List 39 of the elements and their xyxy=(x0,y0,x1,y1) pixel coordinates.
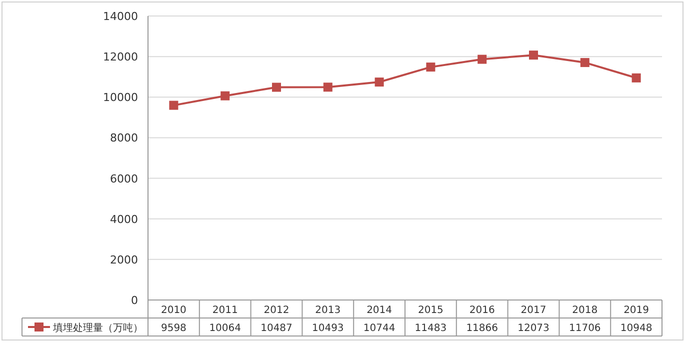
point xyxy=(529,50,538,60)
data-label: 12073 xyxy=(518,323,550,334)
x-tick-label: 2010 xyxy=(160,305,186,316)
data-label: 10493 xyxy=(312,323,344,334)
point xyxy=(632,73,641,82)
y-tick-label: 8000 xyxy=(110,132,138,145)
point xyxy=(272,82,281,92)
x-tick-label: 2019 xyxy=(624,305,650,316)
y-tick-label: 12000 xyxy=(103,50,138,64)
y-tick-label: 14000 xyxy=(103,10,138,23)
x-tick-label: 2018 xyxy=(572,305,598,316)
data-label: 10064 xyxy=(209,323,242,334)
data-label: 11706 xyxy=(568,323,601,334)
x-tick-label: 2015 xyxy=(418,305,444,316)
x-tick-label: 2016 xyxy=(469,305,495,316)
data-label: 10487 xyxy=(260,323,292,334)
x-tick-label: 2014 xyxy=(366,305,392,316)
point xyxy=(580,58,590,68)
y-tick-label: 2000 xyxy=(110,253,138,266)
y-tick-label: 4000 xyxy=(110,212,138,226)
x-tick-label: 2013 xyxy=(315,305,341,316)
point xyxy=(478,54,487,64)
point xyxy=(169,100,178,110)
data-label: 9598 xyxy=(160,323,186,334)
data-label: 10948 xyxy=(620,323,652,334)
legend-label: 填埋处理量（万吨） xyxy=(52,322,143,334)
point xyxy=(426,62,436,72)
x-tick-label: 2012 xyxy=(264,305,290,316)
data-label: 10744 xyxy=(363,323,396,334)
y-tick-label: 10000 xyxy=(103,91,138,104)
x-tick-label: 2011 xyxy=(212,305,238,316)
y-tick-label: 0 xyxy=(131,294,138,307)
data-label: 11483 xyxy=(414,323,447,334)
point xyxy=(374,78,384,87)
point xyxy=(323,82,332,92)
data-label: 11866 xyxy=(466,323,498,334)
point xyxy=(220,91,230,100)
x-tick-label: 2017 xyxy=(520,305,546,316)
y-tick-label: 6000 xyxy=(110,172,138,186)
